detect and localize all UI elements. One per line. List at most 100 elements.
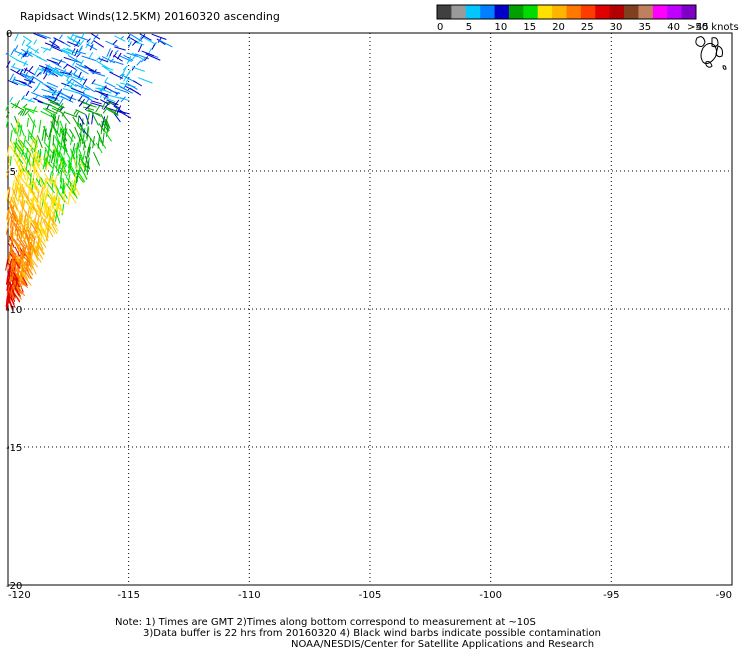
wind-barb <box>38 195 47 207</box>
wind-barb <box>36 56 48 62</box>
wind-barb <box>84 104 91 111</box>
wind-barb <box>52 70 64 77</box>
wind-barb <box>15 59 29 66</box>
wind-barb <box>114 87 129 94</box>
wind-barb <box>22 199 26 210</box>
wind-barb <box>57 202 64 215</box>
wind-barb <box>47 212 58 227</box>
wind-barb <box>28 215 38 230</box>
wind-barb <box>114 46 126 51</box>
wind-barb <box>18 167 26 177</box>
wind-barb <box>109 50 113 57</box>
wind-barb <box>14 115 20 129</box>
wind-barb <box>32 168 36 179</box>
wind-barb <box>123 54 134 62</box>
wind-barb <box>32 206 41 218</box>
note-line-2: 3)Data buffer is 22 hrs from 20160320 4)… <box>143 628 601 639</box>
wind-barb <box>14 44 19 52</box>
wind-barb <box>45 228 50 241</box>
wind-barb <box>5 111 10 118</box>
wind-barb <box>24 170 31 181</box>
wind-barb <box>60 49 71 54</box>
wind-barb <box>31 75 44 84</box>
wind-barb <box>39 187 44 197</box>
wind-barb <box>148 48 152 55</box>
colorbar-segment <box>537 5 553 19</box>
wind-barb <box>12 80 26 87</box>
wind-barb <box>43 73 48 80</box>
wind-barb <box>99 99 110 106</box>
wind-barb <box>7 295 14 310</box>
wind-barb <box>106 108 119 117</box>
wind-barb <box>114 99 120 106</box>
wind-barb <box>8 266 12 277</box>
wind-barb <box>16 174 23 187</box>
colorbar-segment <box>580 5 596 19</box>
wind-barb <box>36 215 40 230</box>
wind-barb <box>71 78 84 87</box>
wind-barb <box>54 209 61 224</box>
wind-barb <box>72 143 76 154</box>
wind-barb <box>22 108 27 117</box>
wind-barb <box>7 200 17 215</box>
wind-barb <box>120 96 126 103</box>
wind-barb <box>10 68 25 78</box>
wind-barb <box>34 67 40 76</box>
wind-barb <box>103 104 109 110</box>
wind-barb <box>127 83 138 90</box>
wind-barb <box>26 206 30 221</box>
wind-barb <box>140 58 146 63</box>
wind-barb <box>49 40 60 48</box>
wind-barb <box>83 106 95 111</box>
wind-barb <box>77 121 85 132</box>
wind-barb <box>5 103 10 111</box>
wind-barb <box>75 146 78 159</box>
wind-barb <box>59 71 73 76</box>
wind-barb <box>69 71 81 78</box>
wind-barb <box>8 263 11 275</box>
wind-barb <box>102 128 112 142</box>
wind-barb <box>142 36 157 45</box>
wind-barb <box>73 173 77 188</box>
wind-barb <box>58 98 64 106</box>
wind-barb <box>18 210 21 223</box>
wind-barb <box>51 107 63 114</box>
wind-barb <box>61 111 66 117</box>
wind-barb <box>76 169 86 183</box>
wind-barb <box>70 148 76 160</box>
wind-barb <box>42 95 54 100</box>
wind-barb <box>42 102 56 108</box>
wind-barb <box>81 55 96 62</box>
wind-barb <box>42 158 46 170</box>
colorbar-tick-label: 5 <box>466 22 472 33</box>
wind-barb <box>75 35 89 41</box>
colorbar-segment <box>437 5 452 19</box>
wind-barb <box>67 41 80 47</box>
wind-barb <box>19 109 25 116</box>
wind-barb <box>67 159 74 171</box>
wind-barb <box>48 128 52 140</box>
wind-barb <box>44 42 60 49</box>
wind-barb <box>34 245 44 260</box>
wind-barb <box>7 155 11 166</box>
wind-barb <box>62 190 66 202</box>
wind-barb <box>12 220 22 233</box>
wind-barb <box>22 135 27 149</box>
wind-barb <box>24 215 30 228</box>
wind-barb <box>13 258 21 269</box>
wind-barb <box>6 60 11 68</box>
wind-barb <box>50 151 55 164</box>
wind-barb <box>12 179 16 189</box>
wind-barb <box>19 273 22 284</box>
wind-barb <box>84 155 91 170</box>
wind-barb <box>86 38 91 43</box>
wind-barb <box>19 272 28 286</box>
wind-barb <box>73 69 78 76</box>
wind-barb <box>90 102 103 107</box>
wind-barb <box>102 132 105 146</box>
wind-barb <box>59 120 65 132</box>
wind-barb <box>14 33 19 42</box>
wind-barb <box>127 41 132 49</box>
wind-barb <box>40 110 53 118</box>
wind-barb <box>109 71 123 80</box>
